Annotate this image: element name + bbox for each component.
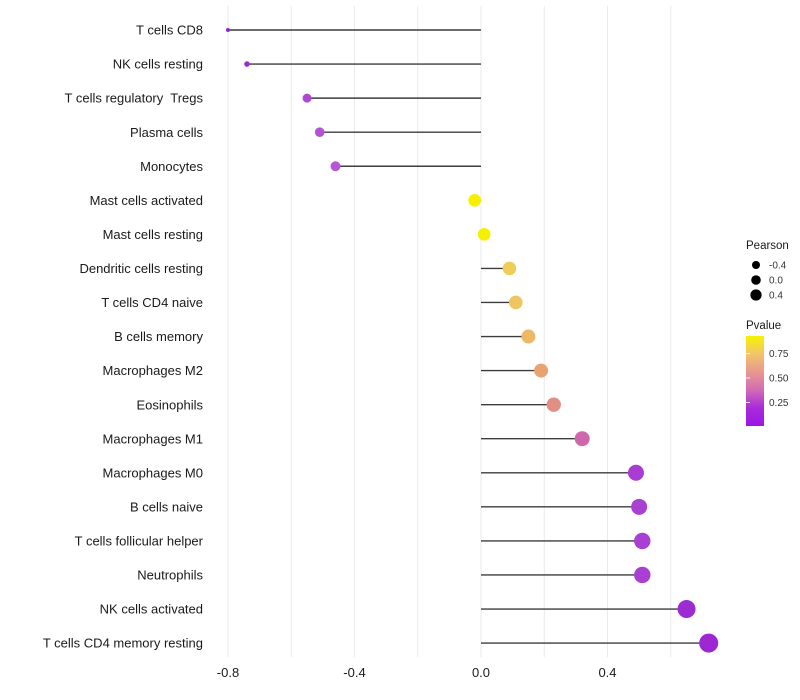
- y-axis-label: Eosinophils: [137, 397, 204, 412]
- data-point: [546, 397, 561, 412]
- y-axis-label: Dendritic cells resting: [79, 261, 203, 276]
- y-axis-label: B cells memory: [114, 329, 203, 344]
- data-point: [226, 28, 230, 32]
- y-axis-label: NK cells activated: [100, 602, 203, 617]
- data-point: [627, 464, 644, 481]
- data-point: [314, 127, 325, 137]
- y-axis-label: Mast cells activated: [90, 193, 203, 208]
- legend-size-dot-medium: [751, 275, 761, 285]
- legend-pvalue-colorbar: Pvalue 0.75 0.50 0.25: [746, 320, 789, 426]
- data-points-group: [226, 28, 719, 653]
- legend-size-dot-small: [752, 261, 760, 269]
- data-point: [330, 161, 341, 172]
- data-point: [468, 194, 481, 207]
- x-axis-tick-label: 0.4: [598, 665, 616, 680]
- x-axis-tick-label: 0.0: [472, 665, 490, 680]
- y-axis-label: Monocytes: [140, 159, 203, 174]
- data-point: [631, 498, 648, 515]
- y-axis-label: T cells regulatory Tregs: [65, 91, 204, 106]
- y-axis-label: Neutrophils: [137, 568, 203, 583]
- x-axis-tick-label: -0.4: [343, 665, 365, 680]
- legend-pvalue-label-050: 0.50: [769, 374, 789, 385]
- y-axis-label: Macrophages M1: [103, 431, 203, 446]
- data-point: [677, 600, 696, 619]
- legend-pearson-size: Pearson -0.4 0.0 0.4: [746, 240, 789, 302]
- y-axis-label: T cells follicular helper: [75, 534, 204, 549]
- data-point: [534, 363, 549, 378]
- data-point: [521, 329, 536, 344]
- y-axis-label: T cells CD4 memory resting: [43, 636, 203, 651]
- y-axis-label: Plasma cells: [130, 125, 203, 140]
- x-axis-labels-group: -0.8 -0.4 0.0 0.4: [217, 665, 617, 680]
- y-axis-label: T cells CD8: [136, 23, 203, 38]
- data-point: [699, 633, 719, 653]
- data-point: [634, 566, 651, 584]
- y-axis-label: Mast cells resting: [103, 227, 203, 242]
- legend-size-label-small: -0.4: [769, 261, 787, 272]
- legend-pearson-title: Pearson: [746, 240, 789, 252]
- stems-group: [228, 29, 709, 644]
- gridlines-group: [227, 6, 672, 657]
- legend-size-dot-large: [750, 289, 762, 301]
- pvalue-bar-ticks: [746, 353, 750, 404]
- legend-pvalue-title: Pvalue: [746, 320, 781, 332]
- y-axis-label: T cells CD4 naive: [101, 295, 203, 310]
- y-axis-label: NK cells resting: [113, 57, 203, 72]
- pvalue-gradient-bar: [746, 336, 764, 426]
- data-point: [302, 93, 312, 103]
- y-axis-label: Macrophages M2: [103, 363, 203, 378]
- y-axis-labels-group: T cells CD8 NK cells resting T cells regul…: [43, 23, 204, 651]
- legend-pvalue-label-075: 0.75: [769, 349, 789, 360]
- data-point: [502, 261, 517, 276]
- legend-size-label-medium: 0.0: [769, 276, 783, 287]
- data-point: [634, 532, 651, 550]
- y-axis-label: Macrophages M0: [103, 465, 203, 480]
- data-point: [477, 228, 491, 241]
- legend-pvalue-label-025: 0.25: [769, 398, 789, 409]
- legend-size-label-large: 0.4: [769, 291, 783, 302]
- x-axis-tick-label: -0.8: [217, 665, 239, 680]
- data-point: [574, 431, 590, 447]
- y-axis-label: B cells naive: [130, 499, 203, 514]
- data-point: [508, 295, 523, 310]
- data-point: [244, 61, 250, 67]
